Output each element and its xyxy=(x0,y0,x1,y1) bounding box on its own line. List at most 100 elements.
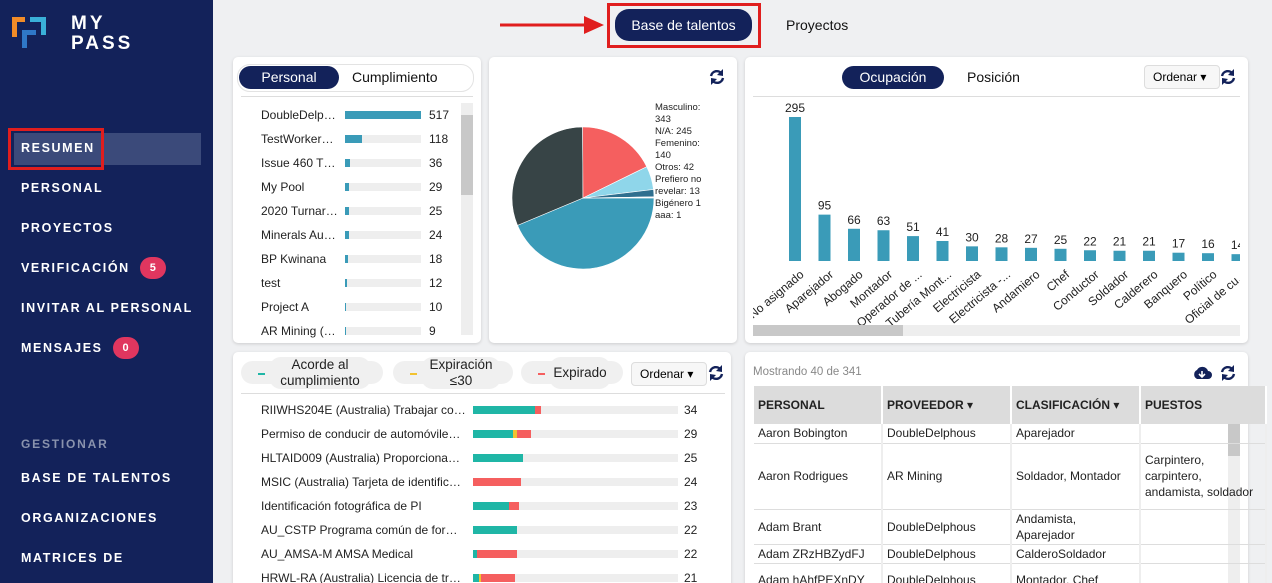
bar xyxy=(1084,250,1096,261)
column-header[interactable]: CLASIFICACIÓN ▾ xyxy=(1011,386,1141,424)
bar xyxy=(1113,250,1126,261)
legend-dash xyxy=(538,373,545,375)
header-label: PROVEEDOR xyxy=(887,398,964,412)
bar xyxy=(936,240,949,261)
tab[interactable]: Proyectos xyxy=(786,17,849,33)
column-header[interactable]: PUESTOS xyxy=(1140,386,1267,424)
bar xyxy=(1054,248,1067,261)
nav-item[interactable]: MENSAJES xyxy=(21,341,103,355)
table-cell: Montador, Chef xyxy=(1011,563,1141,583)
bar xyxy=(345,279,347,287)
bar-segment xyxy=(473,526,517,534)
bar-track xyxy=(345,279,421,287)
bar xyxy=(345,303,347,311)
nav-item[interactable]: BASE DE TALENTOS xyxy=(21,471,172,485)
bar-value: 66 xyxy=(847,213,861,227)
bar-track xyxy=(473,478,678,486)
pie-labels: Masculino: 343 N/A: 245 Femenino: 140 Otros… xyxy=(655,102,713,222)
bar-value: 295 xyxy=(785,101,805,115)
bar-segment xyxy=(473,574,479,582)
download-icon[interactable] xyxy=(1192,365,1212,381)
tab[interactable]: Cumplimiento xyxy=(352,69,438,85)
bar-value: 14 xyxy=(1231,238,1240,252)
divider xyxy=(753,96,1240,97)
item-name: DoubleDelp… xyxy=(261,108,336,122)
pie-slice xyxy=(511,126,584,226)
bar-track xyxy=(345,159,421,167)
bar xyxy=(1202,253,1214,261)
bar xyxy=(345,231,349,239)
item-name: BP Kwinana xyxy=(261,252,327,266)
arrow xyxy=(500,16,604,34)
sort-select[interactable]: Ordenar ▾ xyxy=(631,362,707,386)
bar-value: 25 xyxy=(1054,233,1068,247)
scrollbar[interactable] xyxy=(753,325,1240,336)
tab-active[interactable]: Personal xyxy=(239,66,339,89)
logo-text: MY xyxy=(71,13,106,34)
badge: 0 xyxy=(112,337,139,359)
refresh-icon[interactable] xyxy=(708,68,726,86)
nav-item[interactable]: VERIFICACIÓN xyxy=(21,261,130,275)
table-cell: Aparejador xyxy=(1011,424,1141,444)
legend-chip[interactable]: Expirado xyxy=(549,357,611,389)
bar-value: 21 xyxy=(1113,235,1127,249)
bar-track xyxy=(345,255,421,263)
bar-value: 16 xyxy=(1201,237,1215,251)
column-header[interactable]: PERSONAL xyxy=(754,386,883,424)
sort-select[interactable]: Ordenar ▾ xyxy=(1144,65,1220,89)
legend-dash xyxy=(410,373,417,375)
bar-segment xyxy=(517,430,531,438)
legend-chip[interactable]: Acorde al cumplimiento xyxy=(269,357,371,389)
nav-item[interactable]: MATRICES DE xyxy=(21,551,124,565)
active-bg xyxy=(14,133,201,165)
bar xyxy=(789,117,801,261)
table-cell: Andamista, Aparejador xyxy=(1011,509,1141,545)
item-name: AR Mining (… xyxy=(261,324,336,338)
nav-item[interactable]: RESUMEN xyxy=(21,141,95,155)
item-value: 12 xyxy=(429,276,443,290)
item-name: TestWorker… xyxy=(261,132,334,146)
nav-item[interactable]: PROYECTOS xyxy=(21,221,114,235)
pie-label: N/A: 245 xyxy=(655,126,692,137)
table-cell: Aaron Rodrigues xyxy=(754,443,883,510)
header-label: PUESTOS xyxy=(1145,398,1203,412)
tab-active[interactable]: Ocupación xyxy=(842,66,944,89)
nav-item[interactable]: ORGANIZACIONES xyxy=(21,511,158,525)
nav-item[interactable]: INVITAR AL PERSONAL xyxy=(21,301,193,315)
bar-segment xyxy=(513,430,517,438)
legend-chip[interactable]: Expiración ≤30 xyxy=(421,357,501,389)
bar-value: 63 xyxy=(877,214,891,228)
sidebar: MY PASS GESTIONAR xyxy=(0,0,213,583)
bar-value: 28 xyxy=(995,231,1009,245)
item-value: 18 xyxy=(429,252,443,266)
bar-value: 22 xyxy=(1083,234,1097,248)
bar xyxy=(345,327,347,335)
pie-label: Bigénero 1 xyxy=(655,198,701,209)
item-value: 34 xyxy=(684,403,698,417)
bar xyxy=(848,228,860,261)
item-name: HRWL-RA (Australia) Licencia de tr… xyxy=(261,571,461,583)
column-header[interactable]: PROVEEDOR ▾ xyxy=(882,386,1012,424)
item-value: 25 xyxy=(429,204,443,218)
scrollbar[interactable] xyxy=(461,103,473,335)
bar xyxy=(345,159,351,167)
logo-icon xyxy=(12,17,46,48)
tabs xyxy=(237,64,474,92)
refresh-icon[interactable] xyxy=(1219,364,1237,382)
bar xyxy=(995,247,1008,261)
tab[interactable]: Posición xyxy=(967,69,1020,85)
item-name: My Pool xyxy=(261,180,305,194)
staff-table: PERSONAL PROVEEDOR ▾ CLASIFICACIÓN ▾ PUESTO… xyxy=(754,386,1267,583)
nav-item[interactable]: PERSONAL xyxy=(21,181,104,195)
refresh-icon[interactable] xyxy=(707,364,725,382)
item-name: Permiso de conducir de automóvile… xyxy=(261,427,461,441)
item-value: 22 xyxy=(684,547,698,561)
item-name: Project A xyxy=(261,300,310,314)
table-cell xyxy=(1140,544,1267,564)
refresh-icon[interactable] xyxy=(1219,68,1237,86)
bar-track xyxy=(345,231,421,239)
tab-active[interactable]: Base de talentos xyxy=(615,9,752,41)
bar-value: 51 xyxy=(906,220,920,234)
sort-label: Ordenar xyxy=(640,367,685,381)
